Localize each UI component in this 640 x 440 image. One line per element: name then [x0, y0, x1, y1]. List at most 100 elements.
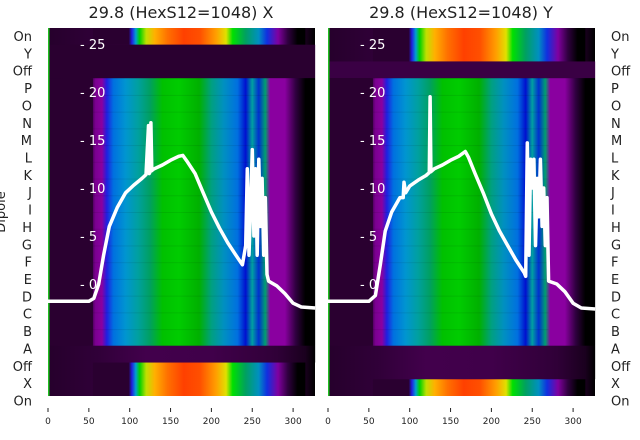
row-divider	[372, 295, 549, 297]
overlay-y-tick-label: - 15	[360, 134, 385, 149]
row-label: K	[611, 169, 620, 184]
x-tick-label: 100	[121, 417, 138, 427]
overlay-y-tick-label: - 25	[80, 38, 105, 53]
row-label: Off	[13, 360, 33, 375]
row-label: J	[610, 186, 615, 201]
row-label: Off	[13, 65, 33, 80]
row-label: J	[27, 186, 32, 201]
row-divider	[372, 212, 549, 213]
row-label: I	[611, 204, 615, 219]
row-divider	[372, 145, 549, 147]
row-label: H	[22, 221, 32, 236]
x-tick-label: 150	[162, 417, 179, 427]
row-label: N	[611, 117, 621, 132]
row-label: O	[22, 99, 32, 114]
row-divider	[92, 329, 269, 331]
row-label: P	[24, 82, 32, 97]
row-label: P	[611, 82, 619, 97]
panel-y-title: 29.8 (HexS12=1048) Y	[369, 3, 553, 22]
x-tick-label: 250	[244, 417, 261, 427]
row-label: D	[611, 290, 621, 305]
row-divider	[92, 212, 269, 213]
dipole-band-low	[328, 78, 373, 346]
off-band-bottom	[328, 345, 596, 380]
on-band-bottom	[92, 362, 306, 396]
row-divider	[372, 228, 549, 230]
row-label: K	[23, 169, 32, 184]
row-divider	[372, 329, 549, 331]
row-divider	[372, 178, 549, 180]
on-band-top	[92, 28, 306, 45]
x-tick-label: 150	[442, 417, 459, 427]
on-band-top	[372, 28, 586, 62]
row-divider	[372, 128, 549, 130]
overlay-line	[328, 95, 596, 311]
row-divider	[92, 262, 269, 264]
overlay-y-tick-label: - 25	[360, 38, 385, 53]
row-divider	[372, 111, 549, 113]
row-divider	[92, 94, 269, 96]
row-divider	[92, 278, 269, 280]
panel-y: 0 50 100 150 200 250 300 - 0 - 5 - 10 - 15 - 20 - 25…	[325, 28, 631, 427]
row-divider	[372, 195, 549, 197]
row-label: On	[611, 30, 629, 45]
edge-stripe	[48, 28, 50, 396]
x-tick-label: 300	[565, 417, 582, 427]
x-tick-label: 250	[524, 417, 541, 427]
panel-x-title: 29.8 (HexS12=1048) X	[89, 3, 274, 22]
on-band-bottom	[372, 379, 586, 396]
dipole-band-low	[48, 78, 93, 346]
overlay-line	[48, 120, 316, 310]
row-divider	[372, 94, 549, 96]
row-divider	[372, 78, 549, 80]
row-label: F	[25, 256, 32, 271]
x-tick-label: 200	[483, 417, 500, 427]
row-label: L	[611, 152, 619, 167]
row-label: O	[611, 99, 621, 114]
row-divider	[92, 195, 269, 197]
row-label: On	[14, 30, 32, 45]
overlay-y-tick-label: - 20	[80, 86, 105, 101]
row-divider	[92, 111, 269, 113]
overlay-y-tick-label: - 0	[360, 278, 377, 293]
row-divider	[92, 78, 269, 80]
x-tick-label: 200	[203, 417, 220, 427]
overlay-y-tick-label: - 20	[360, 86, 385, 101]
row-divider	[92, 161, 269, 163]
row-label: On	[611, 395, 629, 410]
row-label: G	[22, 238, 32, 253]
row-label: C	[23, 308, 32, 323]
off-band-top	[328, 61, 596, 79]
overlay-y-tick-label: - 5	[80, 230, 97, 245]
row-label: Off	[611, 65, 631, 80]
row-divider	[92, 295, 269, 297]
row-label: C	[611, 308, 620, 323]
row-divider	[92, 145, 269, 147]
row-label: X	[611, 377, 620, 392]
row-label: I	[28, 204, 32, 219]
row-label: G	[611, 238, 621, 253]
row-label: Off	[611, 360, 631, 375]
x-tick-label: 0	[45, 417, 51, 427]
row-divider	[92, 312, 269, 314]
x-tick-label: 300	[285, 417, 302, 427]
row-label: Y	[610, 47, 619, 62]
overlay-y-tick-label: - 10	[360, 182, 385, 197]
overlay-y-tick-label: - 10	[80, 182, 105, 197]
row-label: On	[14, 395, 32, 410]
x-tick-label: 50	[83, 417, 95, 427]
row-divider	[372, 161, 549, 163]
overlay-y-tick-label: - 0	[80, 278, 97, 293]
row-label: M	[21, 134, 32, 149]
row-label: E	[611, 273, 619, 288]
overlay-y-tick-label: - 5	[360, 230, 377, 245]
x-tick-label: 100	[401, 417, 418, 427]
row-label: B	[23, 325, 32, 340]
row-label: A	[611, 342, 620, 357]
off-band-bottom	[48, 345, 316, 363]
row-label: X	[23, 377, 32, 392]
row-label: B	[611, 325, 620, 340]
overlay-y-tick-label: - 15	[80, 134, 105, 149]
row-divider	[92, 245, 269, 247]
